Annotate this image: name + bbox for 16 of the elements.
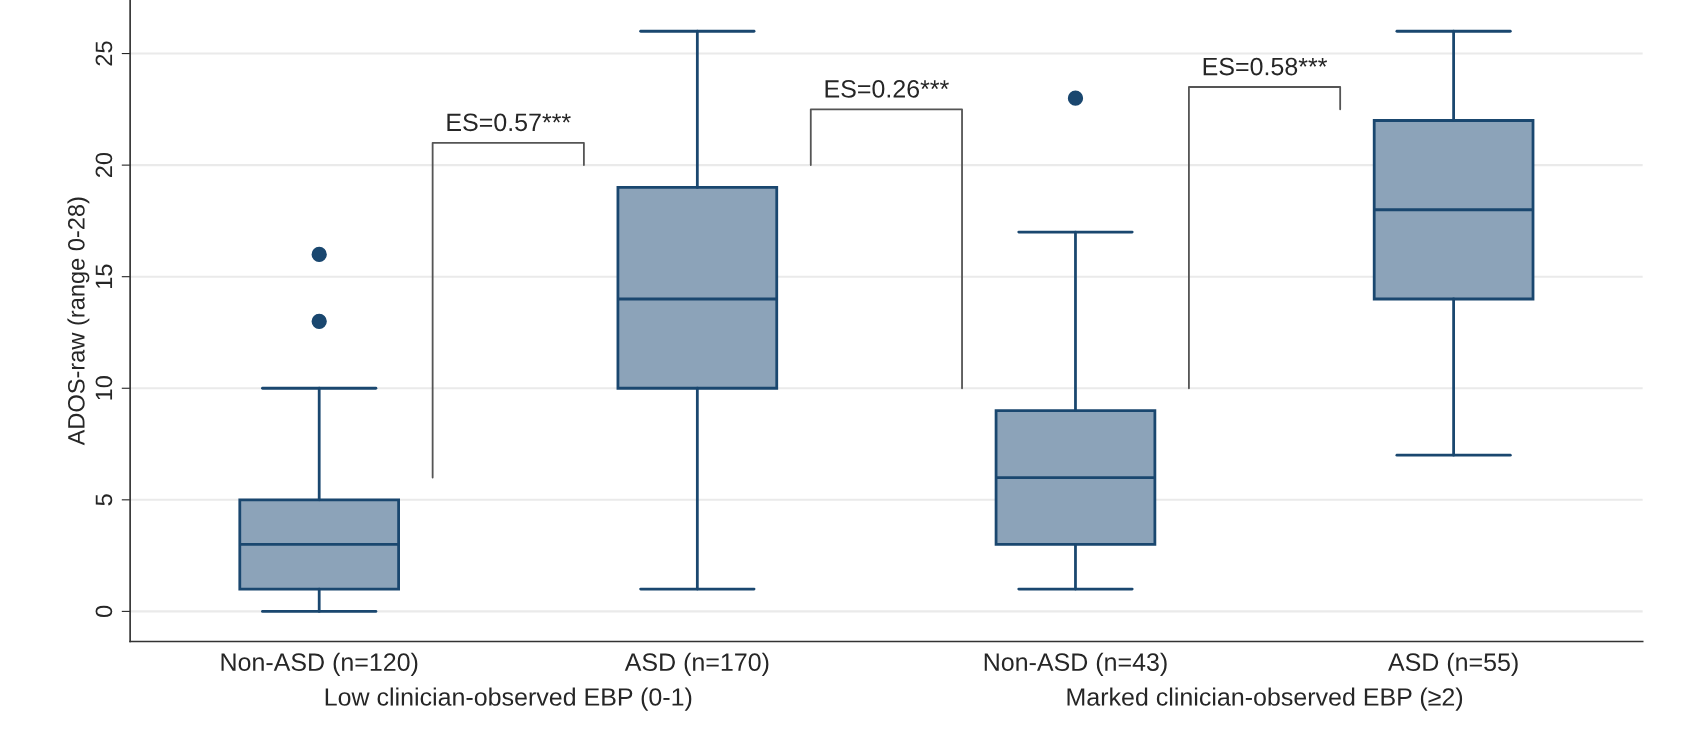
x-tick-label: Non-ASD (n=43)	[984, 652, 1167, 676]
annotation: ES=0.26***	[825, 80, 949, 98]
x-tick-label: ASD (n=55)	[1388, 652, 1518, 676]
y-tick-label: 0	[95, 605, 113, 618]
y-tick-label: 25	[95, 41, 113, 66]
x-tick-label: Non-ASD (n=120)	[221, 652, 418, 676]
x-tick-label: ASD (n=170)	[624, 652, 769, 676]
text: Marked clinician-observed EBP (≥2)	[1067, 687, 1463, 711]
annotation: ES=0.58***	[1203, 57, 1328, 76]
text: Low clinician-observed EBP (0-1)	[325, 687, 692, 711]
y-tick-label: 10	[95, 376, 113, 400]
annotation: ES=0.57***	[447, 113, 571, 132]
y-tick-label: 20	[95, 152, 113, 178]
y-tick-label: 5	[95, 494, 113, 506]
y-axis-title: ADOS-raw (range 0-28)	[67, 197, 90, 446]
y-tick-label: 15	[95, 264, 113, 289]
